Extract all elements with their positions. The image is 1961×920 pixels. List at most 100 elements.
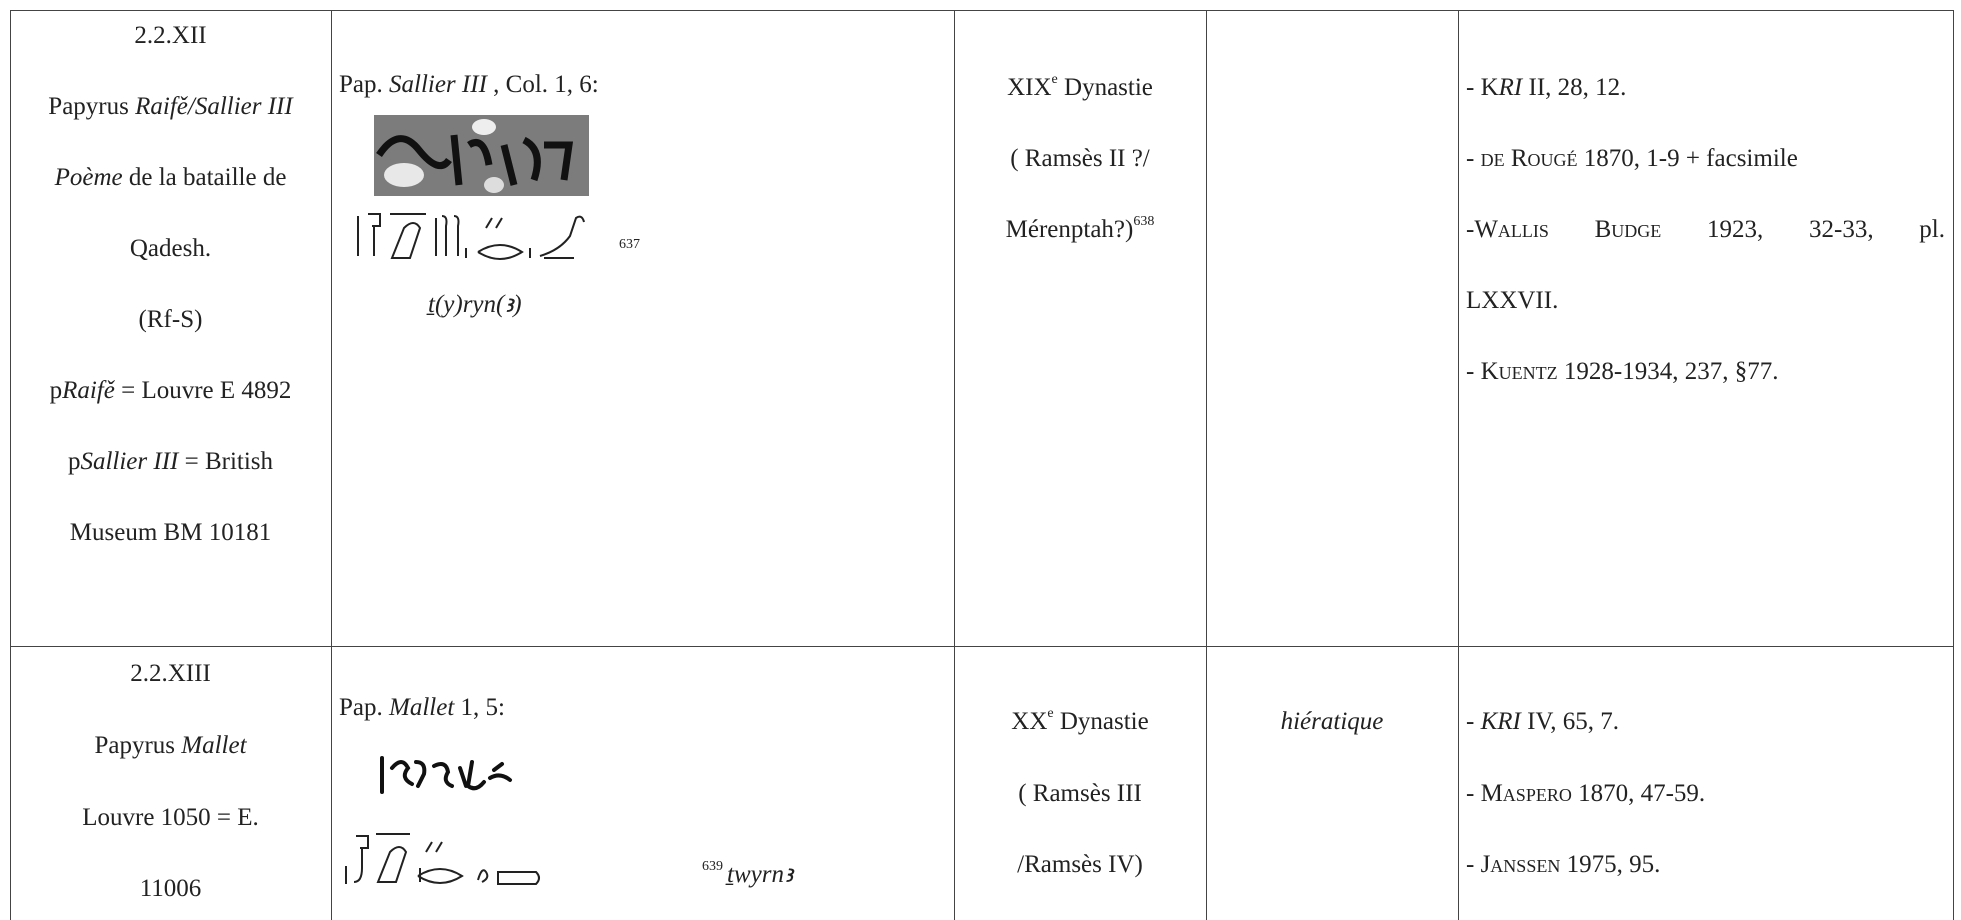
text: Maspero (1480, 780, 1572, 807)
border (1458, 10, 1459, 920)
text: 1, 5: (454, 694, 505, 721)
text-line: (Rf-S) (10, 305, 331, 335)
text: ṯwyrnꜣ (727, 861, 793, 888)
text-line: - KRI II, 28, 12. (1466, 73, 1626, 103)
text: /Ramsès IV) (1017, 851, 1143, 878)
text-line: XXe Dynastie (954, 706, 1206, 737)
text-line: Pap. Mallet 1, 5: (339, 693, 505, 723)
papyrus-image (374, 115, 589, 196)
text-line: -Wallis Budge 1923, 32-33, pl. (1466, 215, 1945, 245)
text-line: Papyrus Mallet (10, 731, 331, 761)
text: Mallet (181, 732, 247, 759)
text: 2.2.XIII (130, 660, 211, 687)
text-line: - Janssen 1975, 95. (1466, 850, 1660, 880)
text: Pap. (339, 71, 389, 98)
text: Papyrus (48, 93, 136, 120)
text-line: hiératique (1206, 707, 1458, 737)
text: - (1466, 145, 1481, 172)
text: RI (1498, 74, 1523, 101)
text: 1870, 47-59. (1571, 780, 1706, 807)
border (10, 10, 11, 920)
text: Qadesh. (129, 235, 212, 262)
text: Mérenptah?) (1005, 216, 1134, 243)
text-line: Pap. Sallier III , Col. 1, 6: (339, 70, 599, 100)
text: IV, 65, 7. (1520, 708, 1620, 735)
text-line: 2.2.XII (10, 21, 331, 51)
text: p (49, 377, 63, 404)
hieroglyphs (357, 213, 585, 260)
text: Dynastie (1057, 74, 1153, 101)
text: Louvre 1050 = E. (82, 804, 259, 831)
transliteration: ṯ(y)ryn(ꜣ) (428, 290, 522, 320)
text: 1923, 32-33, pl. (1661, 216, 1945, 243)
hieratic-image (380, 756, 512, 794)
text: - (1466, 216, 1475, 243)
text: Kuentz (1480, 358, 1558, 385)
text: Janssen (1480, 851, 1561, 878)
text: Raifě (62, 377, 115, 404)
text-line: - de Rougé 1870, 1-9 + facsimile (1466, 144, 1798, 174)
text: hiératique (1280, 708, 1384, 735)
text: 11006 (139, 875, 202, 902)
text-line: LXXVII. (1466, 286, 1558, 316)
text: 1928-1934, 237, §77. (1557, 358, 1779, 385)
text-line: pRaifě = Louvre E 4892 (10, 376, 331, 406)
border (954, 10, 955, 920)
transliteration: ṯwyrnꜣ (727, 860, 793, 890)
text-line: Qadesh. (10, 234, 331, 264)
text: XX (1011, 708, 1048, 735)
text: 638 (1133, 214, 1155, 229)
text: Raifě/Sallier III (135, 93, 293, 120)
text: 639 (702, 859, 723, 874)
border (1206, 10, 1207, 920)
text-line: Mérenptah?)638 (954, 214, 1206, 245)
text: - (1466, 358, 1481, 385)
text-line: 2.2.XIII (10, 659, 331, 689)
text-line: Papyrus Raifě/Sallier III (10, 92, 331, 122)
text: de la bataille de (122, 164, 287, 191)
border (10, 646, 1954, 647)
text: e (1051, 72, 1058, 87)
text: de Rougé (1480, 145, 1578, 172)
text: 1870, 1-9 + facsimile (1577, 145, 1798, 172)
text: LXXVII. (1466, 287, 1559, 314)
text: = British (178, 448, 274, 475)
text-line: - Maspero 1870, 47-59. (1466, 779, 1705, 809)
border (10, 10, 1954, 11)
text: Mallet (389, 694, 455, 721)
text: e (1047, 706, 1054, 721)
text: p (67, 448, 81, 475)
text: Dynastie (1053, 708, 1149, 735)
text: - (1466, 780, 1481, 807)
text-line: ( Ramsès II ?/ (954, 144, 1206, 174)
text-line: Poème de la bataille de (10, 163, 331, 193)
text-line: - Kuentz 1928-1934, 237, §77. (1466, 357, 1778, 387)
text: Museum BM 10181 (69, 519, 272, 546)
hieroglyphs (345, 833, 540, 885)
text: ṯ(y)ryn(ꜣ) (428, 291, 522, 318)
text: 637 (619, 237, 640, 252)
text: - K (1466, 74, 1499, 101)
footnote-ref: 637 (619, 230, 640, 260)
text: , Col. 1, 6: (486, 71, 599, 98)
text: Wallis Budge (1474, 216, 1662, 243)
text: Papyrus (94, 732, 182, 759)
text: = Louvre E 4892 (114, 377, 292, 404)
text: ( Ramsès III (1018, 780, 1142, 807)
border (1953, 10, 1954, 920)
text: Sallier III (80, 448, 179, 475)
text: II, 28, 12. (1522, 74, 1627, 101)
text: ( Ramsès II ?/ (1010, 145, 1150, 172)
text-line: Louvre 1050 = E. (10, 803, 331, 833)
text: KRI (1480, 708, 1521, 735)
text-line: XIXe Dynastie (954, 72, 1206, 103)
text-line: - KRI IV, 65, 7. (1466, 707, 1619, 737)
text: Pap. (339, 694, 389, 721)
text-line: ( Ramsès III (954, 779, 1206, 809)
border (331, 10, 332, 920)
footnote-ref: 639 (702, 852, 723, 882)
text: - (1466, 851, 1481, 878)
text: 2.2.XII (134, 22, 207, 49)
text: - (1466, 708, 1481, 735)
